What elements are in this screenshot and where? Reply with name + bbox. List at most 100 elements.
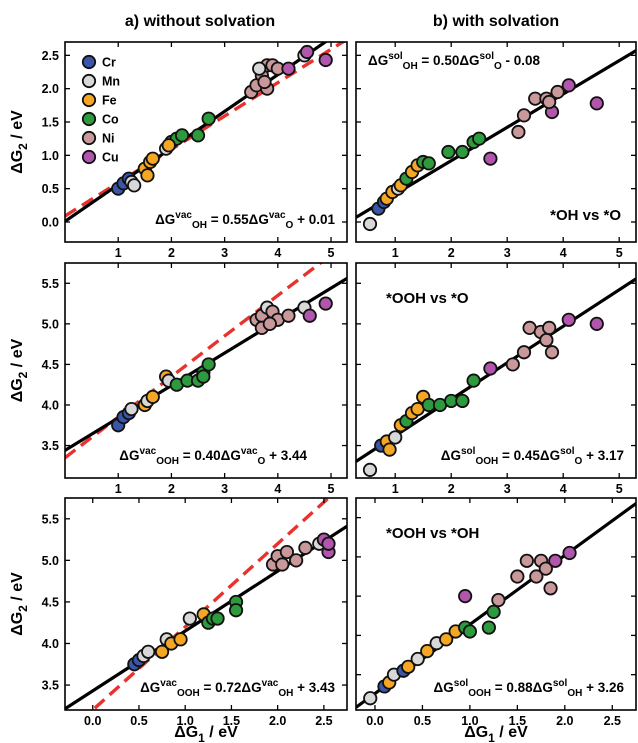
legend-label-fe: Fe (102, 94, 117, 108)
data-point-cu (483, 361, 498, 376)
y-tick-label: 1.0 (42, 149, 59, 163)
data-point-fe (161, 138, 176, 153)
data-point-mn (124, 401, 139, 417)
data-point-mn (410, 651, 425, 667)
x-tick-label: 4 (560, 482, 567, 496)
y-axis-label: ΔG2 / eV (9, 110, 30, 174)
data-point-cu (561, 312, 576, 327)
data-point-co (466, 373, 481, 388)
x-tick-label: 5 (328, 482, 335, 496)
frame-b1 (355, 41, 637, 243)
data-point-ni (544, 345, 560, 360)
data-point-cu (318, 296, 333, 311)
data-point-cu (299, 44, 315, 60)
data-point-fe (401, 659, 416, 674)
y-tick-label: 3.5 (42, 679, 59, 693)
x-tick-label: 2.0 (556, 714, 573, 728)
data-point-co (472, 131, 487, 146)
equation-b3: ΔGsolOOH = 0.88ΔGsolOH + 3.26 (434, 678, 625, 699)
y-tick-label: 4.0 (42, 398, 59, 412)
x-tick-label: 5 (328, 246, 335, 260)
y-tick-label: 5.5 (42, 277, 59, 291)
y-tick-label: 0.5 (42, 182, 59, 196)
data-point-ni (275, 557, 290, 572)
column-title-a: a) without solvation (125, 13, 275, 30)
x-tick-label: 5 (616, 482, 623, 496)
x-tick-label: 1.0 (461, 714, 478, 728)
x-tick-label: 0.5 (414, 714, 431, 728)
frame-a3 (64, 497, 348, 711)
data-point-ni (542, 320, 557, 336)
x-tick-label: 4 (274, 482, 281, 496)
data-point-ni (298, 540, 313, 555)
data-point-ni (550, 84, 565, 100)
data-point-cu (561, 78, 576, 93)
y-tick-label: 2.0 (42, 82, 59, 96)
x-tick-label: 1.5 (223, 714, 240, 728)
equation-b2: ΔGsolOOH = 0.45ΔGsolO + 3.17 (441, 446, 624, 467)
y-tick-label: 5.5 (42, 512, 59, 526)
y-axis-label: ΔG2 / eV (9, 338, 30, 402)
legend-label-cu: Cu (102, 151, 119, 165)
data-point-cu (318, 52, 333, 68)
data-point-ni (505, 357, 520, 372)
x-tick-label: 1 (115, 246, 122, 260)
legend-marker-mn (81, 73, 97, 89)
y-tick-label: 2.5 (42, 49, 59, 63)
panel-a2: 1 2 3 4 5 3.5 4.0 4.5 5.0 5.5 ΔGvacOOH = 0.40ΔGvac… (42, 262, 348, 496)
x-tick-label: 0.5 (130, 714, 147, 728)
y-tick-label: 5.0 (42, 554, 59, 568)
x-tick-label: 3 (504, 482, 511, 496)
plot-area-b2 (356, 277, 636, 477)
legend-label-mn: Mn (102, 75, 120, 89)
data-point-fe (420, 644, 435, 659)
panel-annotation-b3: *OOH vs *OH (386, 525, 479, 542)
x-tick-label: 3 (221, 246, 228, 260)
data-point-mn (362, 462, 378, 477)
data-point-co (174, 128, 190, 143)
x-axis-label: ΔG1 / eV (464, 724, 528, 743)
data-point-cu (548, 553, 563, 568)
data-point-ni (538, 561, 553, 576)
legend-label-co: Co (102, 113, 119, 127)
legend-marker-cr (81, 54, 97, 70)
x-tick-label: 5 (616, 246, 623, 260)
x-tick-label: 1.0 (177, 714, 194, 728)
data-point-ni (279, 544, 295, 560)
data-point-fe (145, 151, 160, 166)
x-tick-label: 2 (448, 482, 455, 496)
frame-b3 (355, 497, 637, 711)
y-tick-label: 1.5 (42, 116, 59, 130)
panel-b3: 0.0 0.5 1.0 1.5 2.0 2.5 ΔGsolOOH = 0.88ΔGsolOH… (355, 497, 637, 728)
y-tick-label: 3.5 (42, 439, 59, 453)
y-axis-label: ΔG2 / eV (9, 572, 30, 636)
dashed-line-a1 (65, 42, 346, 218)
legend-marker-cu (81, 149, 97, 165)
x-tick-label: 0.0 (366, 714, 383, 728)
y-tick-label: 0.0 (42, 216, 59, 230)
x-tick-label: 3 (221, 482, 228, 496)
legend: Cr Mn Fe Co Ni Cu (81, 54, 120, 165)
data-point-fe (382, 442, 397, 457)
data-point-cu (589, 96, 604, 111)
frame-b2 (355, 262, 637, 479)
data-point-cu (589, 316, 604, 331)
data-point-ni (529, 569, 544, 584)
column-title-b: b) with solvation (433, 13, 559, 30)
data-point-co (228, 603, 244, 618)
legend-label-cr: Cr (102, 56, 116, 70)
x-tick-label: 4 (560, 246, 567, 260)
plot-area-a1 (65, 42, 346, 223)
legend-marker-co (81, 111, 97, 127)
data-point-co (201, 357, 216, 372)
data-point-co (441, 144, 456, 160)
x-tick-label: 2.5 (315, 714, 332, 728)
data-point-cu (281, 61, 296, 76)
data-point-ni (257, 74, 272, 90)
data-point-cu (302, 308, 317, 323)
x-tick-label: 3 (504, 246, 511, 260)
y-tick-label: 4.0 (42, 637, 59, 651)
data-point-mn (182, 611, 197, 626)
equation-a2: ΔGvacOOH = 0.40ΔGvacO + 3.44 (119, 446, 307, 467)
